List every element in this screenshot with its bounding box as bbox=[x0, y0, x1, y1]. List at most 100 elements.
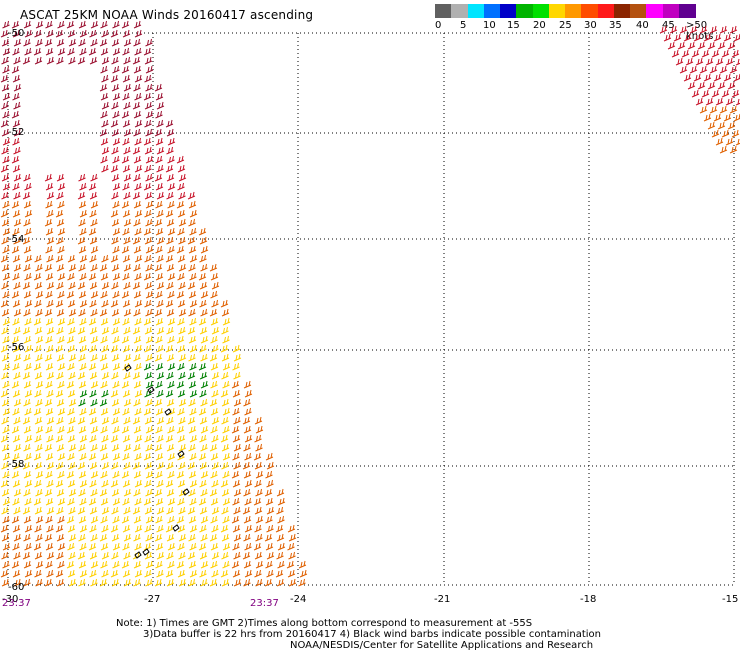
wind-barb bbox=[46, 344, 54, 353]
wind-barb bbox=[46, 209, 54, 218]
wind-barb bbox=[178, 371, 186, 380]
wind-barb bbox=[199, 416, 208, 425]
wind-barb bbox=[122, 569, 131, 578]
wind-barb bbox=[277, 497, 286, 506]
wind-barb bbox=[255, 560, 264, 569]
wind-barb bbox=[210, 407, 219, 416]
wind-barb bbox=[277, 560, 285, 569]
wind-barb bbox=[46, 461, 55, 470]
wind-barb bbox=[189, 479, 198, 488]
wind-barb bbox=[13, 461, 21, 470]
wind-barb bbox=[13, 551, 21, 560]
wind-barb bbox=[56, 443, 65, 452]
wind-barb bbox=[57, 245, 65, 254]
wind-barb bbox=[112, 497, 121, 506]
wind-barb bbox=[77, 191, 86, 200]
wind-barb bbox=[731, 89, 740, 98]
wind-barb bbox=[56, 218, 65, 227]
wind-barb bbox=[210, 290, 218, 299]
wind-barb bbox=[145, 218, 153, 227]
wind-barb bbox=[211, 299, 219, 308]
wind-barb bbox=[210, 515, 218, 524]
wind-barb bbox=[145, 83, 153, 92]
wind-barb bbox=[121, 380, 130, 389]
wind-barb bbox=[155, 110, 163, 119]
wind-barb bbox=[200, 308, 208, 317]
wind-barb bbox=[123, 371, 131, 380]
wind-barb bbox=[699, 65, 708, 74]
wind-barb bbox=[45, 335, 53, 344]
wind-barb bbox=[232, 497, 240, 506]
wind-barb bbox=[176, 245, 185, 254]
wind-barb bbox=[101, 74, 109, 83]
wind-barb bbox=[24, 479, 33, 488]
wind-barb bbox=[187, 326, 196, 335]
wind-barb bbox=[57, 497, 66, 506]
wind-barb bbox=[111, 443, 120, 452]
wind-barb bbox=[24, 272, 32, 281]
wind-barb bbox=[189, 407, 197, 416]
wind-barb bbox=[12, 569, 21, 578]
wind-barb bbox=[78, 443, 86, 452]
wind-barb bbox=[209, 533, 218, 542]
wind-barb bbox=[144, 146, 153, 155]
wind-barb bbox=[144, 461, 153, 470]
wind-barb bbox=[112, 47, 121, 56]
wind-barb bbox=[705, 57, 714, 66]
wind-barb bbox=[144, 551, 153, 560]
wind-barb bbox=[122, 389, 131, 398]
wind-barb bbox=[46, 254, 54, 263]
wind-barb bbox=[695, 97, 704, 106]
wind-barb bbox=[44, 578, 53, 587]
wind-barb bbox=[79, 389, 88, 398]
wind-barb bbox=[733, 113, 740, 122]
wind-barb bbox=[100, 137, 109, 146]
wind-barb bbox=[176, 380, 185, 389]
wind-barb bbox=[156, 344, 164, 353]
wind-barb bbox=[145, 380, 154, 389]
wind-barb bbox=[90, 308, 98, 317]
wind-barb bbox=[57, 272, 66, 281]
wind-barb bbox=[187, 236, 196, 245]
wind-barb bbox=[122, 74, 131, 83]
wind-barb bbox=[132, 236, 141, 245]
wind-barb bbox=[177, 569, 186, 578]
wind-barb bbox=[144, 299, 152, 308]
wind-barb bbox=[233, 443, 242, 452]
wind-barb bbox=[67, 452, 75, 461]
wind-barb bbox=[57, 560, 65, 569]
wind-barb bbox=[67, 479, 76, 488]
wind-barb bbox=[2, 65, 10, 74]
wind-barb bbox=[0, 479, 9, 488]
wind-barb bbox=[100, 452, 109, 461]
wind-barb bbox=[112, 137, 121, 146]
wind-barb bbox=[100, 290, 108, 299]
wind-barb bbox=[13, 191, 21, 200]
wind-barb bbox=[167, 227, 176, 236]
wind-barb bbox=[276, 533, 285, 542]
wind-barb bbox=[166, 488, 175, 497]
wind-barb bbox=[143, 452, 152, 461]
wind-barb bbox=[1, 551, 9, 560]
wind-barb bbox=[23, 245, 32, 254]
wind-barb bbox=[187, 506, 196, 515]
wind-barb bbox=[165, 569, 174, 578]
wind-barb bbox=[112, 515, 120, 524]
wind-barb bbox=[255, 515, 264, 524]
wind-barb bbox=[266, 506, 275, 515]
wind-barb bbox=[13, 146, 21, 155]
wind-barb bbox=[12, 317, 20, 326]
wind-barb bbox=[166, 416, 174, 425]
wind-barb bbox=[111, 101, 119, 110]
wind-barb bbox=[211, 344, 219, 353]
wind-barb bbox=[177, 272, 185, 281]
wind-barb bbox=[90, 533, 98, 542]
wind-barb bbox=[200, 443, 208, 452]
wind-barb bbox=[719, 65, 728, 74]
wind-barb bbox=[112, 542, 121, 551]
wind-barb bbox=[123, 218, 132, 227]
wind-barb bbox=[200, 425, 209, 434]
wind-barb bbox=[122, 272, 130, 281]
wind-barb bbox=[123, 83, 132, 92]
wind-barb bbox=[11, 470, 20, 479]
